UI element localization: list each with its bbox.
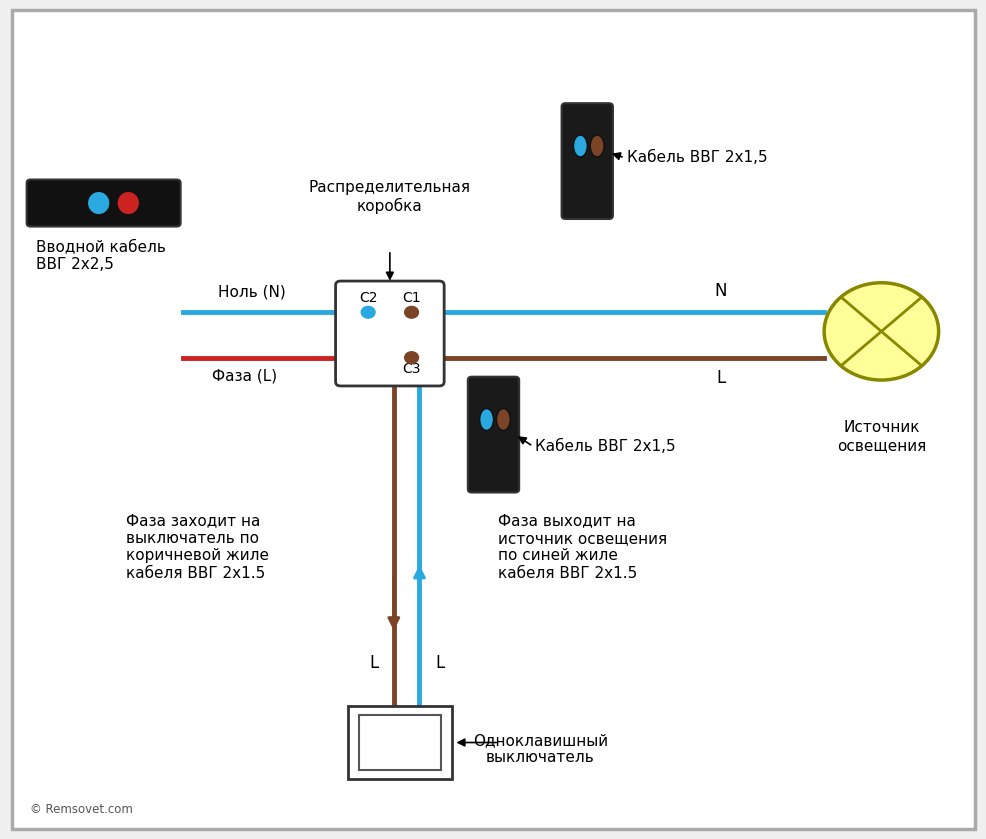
Text: Распределительная
коробка: Распределительная коробка bbox=[309, 180, 470, 214]
FancyBboxPatch shape bbox=[561, 103, 612, 219]
Text: Фаза (L): Фаза (L) bbox=[212, 368, 277, 383]
Text: Фаза заходит на
выключатель по
коричневой жиле
кабеля ВВГ 2х1.5: Фаза заходит на выключатель по коричнево… bbox=[126, 513, 269, 581]
Text: Фаза выходит на
источник освещения
по синей жиле
кабеля ВВГ 2х1.5: Фаза выходит на источник освещения по си… bbox=[498, 513, 667, 581]
Circle shape bbox=[823, 283, 938, 380]
Bar bbox=[359, 715, 440, 770]
Ellipse shape bbox=[496, 409, 510, 430]
Circle shape bbox=[404, 306, 418, 318]
Text: С3: С3 bbox=[402, 362, 420, 376]
FancyBboxPatch shape bbox=[467, 377, 519, 492]
Circle shape bbox=[404, 352, 418, 363]
Text: С2: С2 bbox=[359, 291, 377, 305]
FancyBboxPatch shape bbox=[27, 180, 180, 227]
Text: L: L bbox=[715, 368, 725, 387]
Text: Кабель ВВГ 2х1,5: Кабель ВВГ 2х1,5 bbox=[534, 439, 674, 454]
Ellipse shape bbox=[573, 135, 587, 157]
Text: Одноклавишный
выключатель: Одноклавишный выключатель bbox=[472, 733, 607, 765]
Ellipse shape bbox=[87, 191, 109, 215]
Ellipse shape bbox=[479, 409, 493, 430]
Text: Ноль (N): Ноль (N) bbox=[218, 284, 285, 300]
Ellipse shape bbox=[117, 191, 140, 215]
Text: L: L bbox=[370, 654, 379, 672]
Text: С1: С1 bbox=[402, 291, 420, 305]
Bar bbox=[348, 706, 452, 779]
Text: N: N bbox=[714, 282, 726, 300]
Text: Вводной кабель
ВВГ 2х2,5: Вводной кабель ВВГ 2х2,5 bbox=[35, 240, 166, 272]
Ellipse shape bbox=[590, 135, 603, 157]
Circle shape bbox=[361, 306, 375, 318]
Text: Кабель ВВГ 2х1,5: Кабель ВВГ 2х1,5 bbox=[626, 150, 766, 165]
Text: L: L bbox=[435, 654, 444, 672]
Text: © Remsovet.com: © Remsovet.com bbox=[30, 803, 132, 816]
Text: Источник
освещения: Источник освещения bbox=[836, 420, 925, 453]
FancyBboxPatch shape bbox=[335, 281, 444, 386]
